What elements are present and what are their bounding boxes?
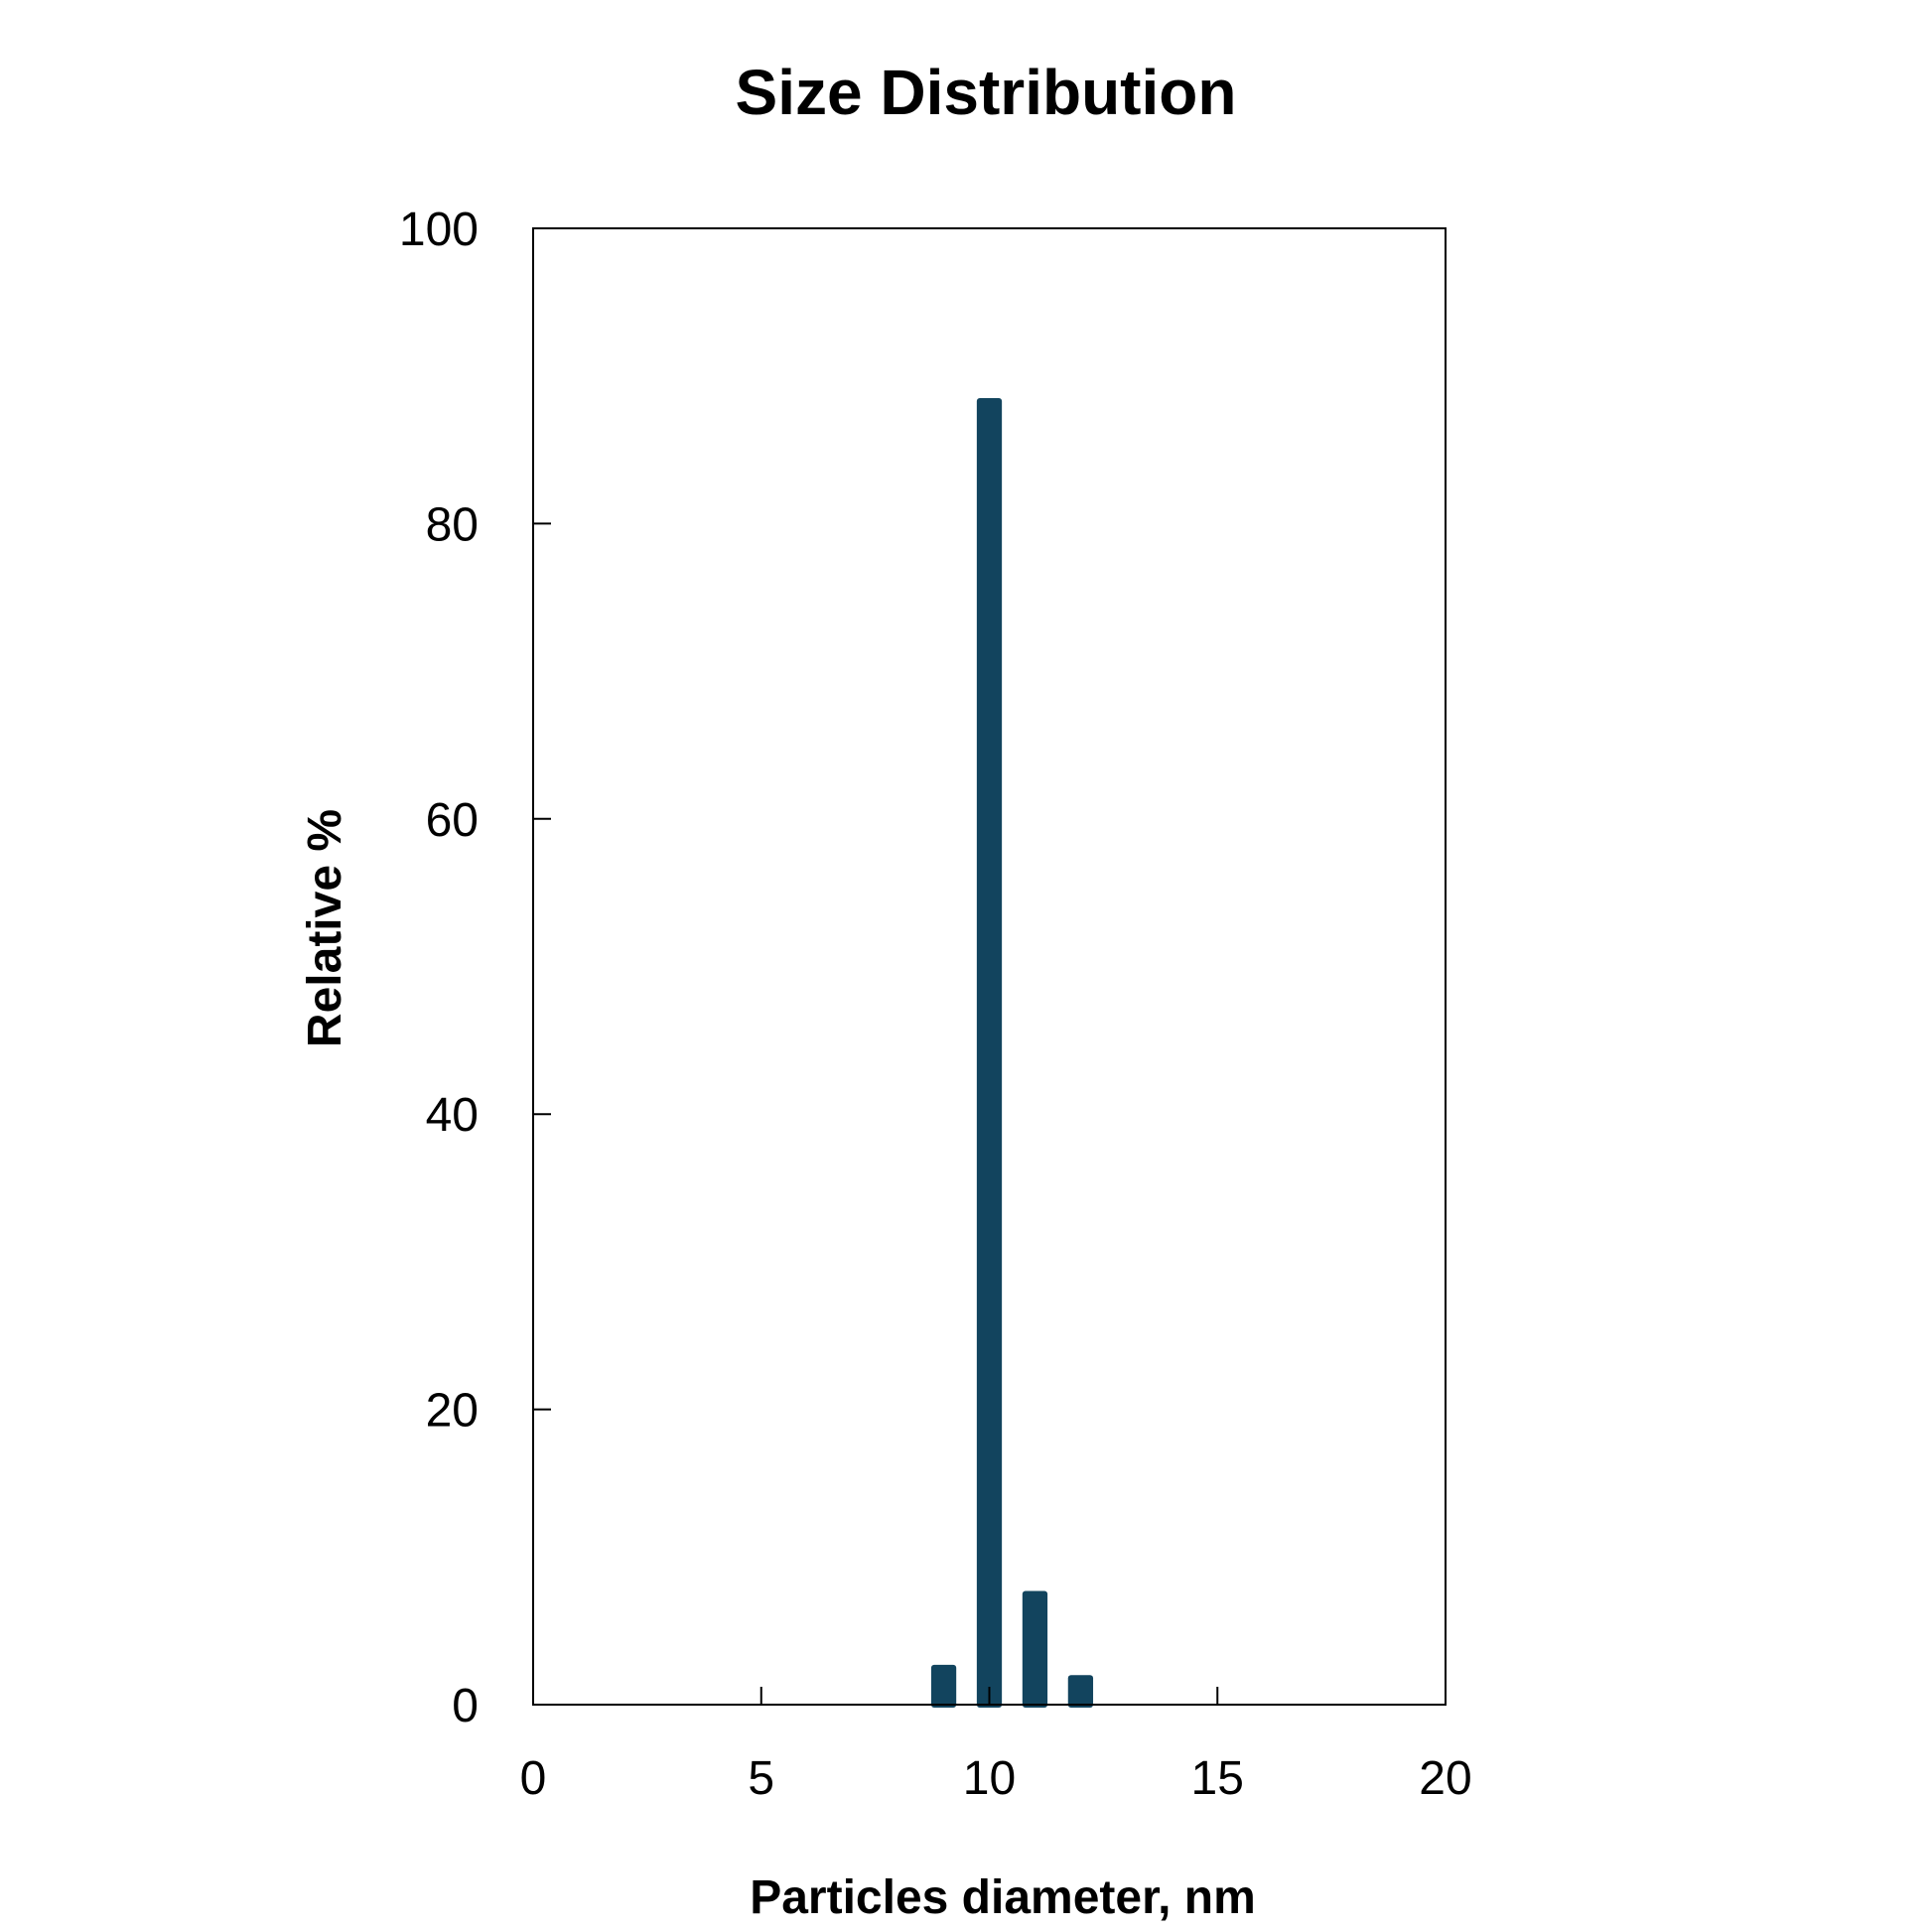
x-axis-label: Particles diameter, nm <box>750 1871 1256 1924</box>
y-tick-label: 80 <box>426 498 479 551</box>
bar-12nm <box>1067 1675 1094 1708</box>
y-axis-ticks: 0 20 40 60 80 100 <box>399 204 551 1732</box>
bars-group <box>930 398 1094 1708</box>
y-tick-label: 0 <box>452 1680 479 1732</box>
y-tick-label: 60 <box>426 794 479 847</box>
x-tick-label: 5 <box>748 1752 774 1805</box>
x-tick-label: 0 <box>520 1752 547 1805</box>
y-tick-label: 40 <box>426 1089 479 1142</box>
bar-9nm <box>930 1664 957 1708</box>
y-tick-label: 20 <box>426 1385 479 1438</box>
x-tick-label: 15 <box>1191 1752 1244 1805</box>
y-tick-label: 100 <box>399 204 479 256</box>
y-axis-label: Relative % <box>299 809 351 1047</box>
plot-frame <box>532 227 1447 1706</box>
chart-title: Size Distribution <box>736 57 1237 128</box>
bar-10nm <box>976 398 1003 1708</box>
x-tick-label: 10 <box>963 1752 1016 1805</box>
x-tick-label: 20 <box>1419 1752 1471 1805</box>
bar-11nm <box>1022 1590 1048 1708</box>
